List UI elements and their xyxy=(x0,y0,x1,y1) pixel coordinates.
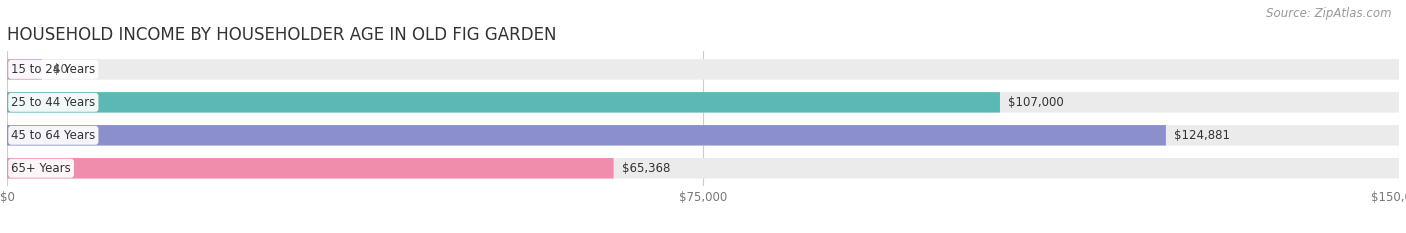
Text: 25 to 44 Years: 25 to 44 Years xyxy=(11,96,96,109)
Text: $107,000: $107,000 xyxy=(1008,96,1064,109)
Text: $65,368: $65,368 xyxy=(621,162,671,175)
FancyBboxPatch shape xyxy=(7,92,1000,113)
FancyBboxPatch shape xyxy=(7,158,613,178)
FancyBboxPatch shape xyxy=(7,59,42,80)
FancyBboxPatch shape xyxy=(7,59,1399,80)
Text: $124,881: $124,881 xyxy=(1174,129,1230,142)
Text: 45 to 64 Years: 45 to 64 Years xyxy=(11,129,96,142)
FancyBboxPatch shape xyxy=(7,125,1166,146)
FancyBboxPatch shape xyxy=(7,125,1399,146)
Text: $0: $0 xyxy=(53,63,67,76)
Text: 65+ Years: 65+ Years xyxy=(11,162,70,175)
FancyBboxPatch shape xyxy=(7,92,1399,113)
FancyBboxPatch shape xyxy=(7,158,1399,178)
Text: Source: ZipAtlas.com: Source: ZipAtlas.com xyxy=(1267,7,1392,20)
Text: 15 to 24 Years: 15 to 24 Years xyxy=(11,63,96,76)
Text: HOUSEHOLD INCOME BY HOUSEHOLDER AGE IN OLD FIG GARDEN: HOUSEHOLD INCOME BY HOUSEHOLDER AGE IN O… xyxy=(7,26,557,44)
